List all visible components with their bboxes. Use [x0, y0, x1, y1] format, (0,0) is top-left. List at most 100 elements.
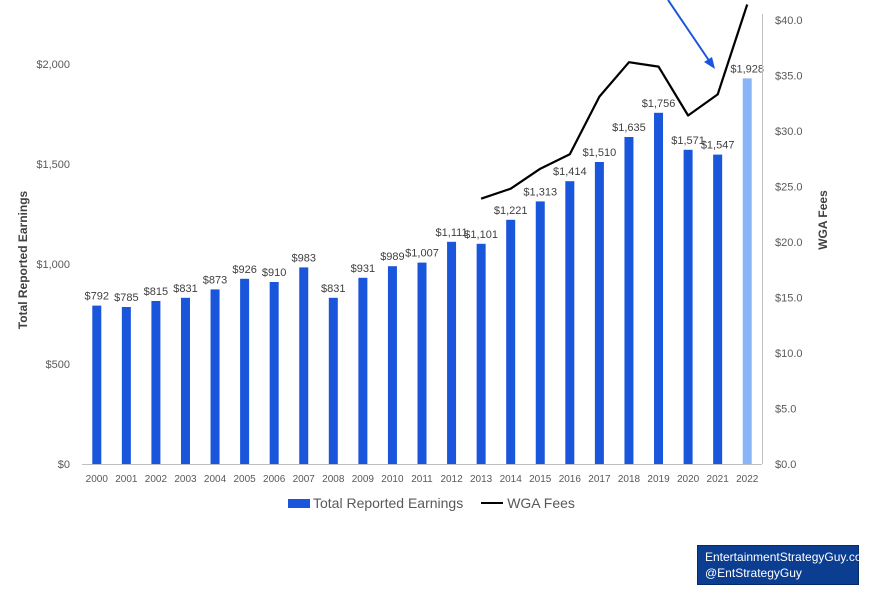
bar-value-label: $1,221 [494, 205, 528, 217]
bar-2007 [299, 267, 309, 464]
x-tick-label: 2021 [707, 474, 730, 485]
x-tick-label: 2002 [145, 474, 168, 485]
bar-2011 [417, 262, 427, 464]
legend-line-swatch [481, 502, 504, 504]
right-tick-label: $40.0 [775, 15, 803, 27]
x-tick-label: 2014 [500, 474, 523, 485]
bar-value-label: $1,635 [612, 122, 646, 134]
right-tick-label: $30.0 [775, 126, 803, 138]
bar-2018 [624, 137, 634, 464]
bar-value-label: $831 [173, 283, 197, 295]
credit-website: EntertainmentStrategyGuy.com [705, 550, 872, 564]
bar-2005 [240, 278, 250, 464]
legend-earnings-label: Total Reported Earnings [313, 495, 464, 511]
bar-2010 [387, 266, 397, 464]
right-axis-ticks: $0.0 $5.0 $10.0 $15.0 $20.0 $25.0 $30.0 $35.0 $4… [775, 15, 803, 471]
x-tick-label: 2004 [204, 474, 227, 485]
bar-labels: $792 $785 $815 $831 $873 $926 $910 $983 $831 $931… [85, 63, 765, 304]
bar-value-label: $785 [114, 292, 138, 304]
bar-value-label: $792 [85, 291, 109, 303]
bar-2003 [180, 297, 190, 464]
legend-bar-swatch [288, 498, 310, 508]
bar-2016 [565, 181, 575, 464]
bar-2019 [654, 112, 664, 465]
x-tick-label: 2016 [559, 474, 582, 485]
legend-item-fees: WGA Fees [481, 495, 575, 511]
x-tick-label: 2012 [440, 474, 463, 485]
x-tick-label: 2015 [529, 474, 552, 485]
x-tick-label: 2007 [293, 474, 316, 485]
bar-value-label: $1,313 [523, 186, 557, 198]
bar-2015 [535, 201, 545, 464]
bar-value-label: $1,928 [730, 63, 764, 75]
right-tick-label: $5.0 [775, 404, 796, 416]
x-axis-ticks: 2000 2001 2002 2003 2004 2005 2006 2007 2008 2009… [86, 474, 759, 485]
bar-2014 [506, 219, 516, 464]
right-tick-label: $0.0 [775, 459, 796, 471]
bar-value-label: $1,414 [553, 166, 587, 178]
bar-2006 [269, 282, 279, 464]
right-tick-label: $20.0 [775, 237, 803, 249]
bar-value-label: $989 [380, 251, 404, 263]
bar-2009 [358, 277, 368, 464]
bar-value-label: $1,510 [583, 147, 617, 159]
left-tick-label: $2,000 [36, 59, 70, 71]
legend: Total Reported Earnings WGA Fees [288, 495, 593, 511]
right-tick-label: $15.0 [775, 293, 803, 305]
bar-value-label: $926 [232, 264, 256, 276]
x-tick-label: 2006 [263, 474, 286, 485]
bar-2022 [742, 78, 752, 465]
legend-fees-label: WGA Fees [507, 495, 575, 511]
x-tick-label: 2017 [588, 474, 611, 485]
credit-handle: @EntStrategyGuy [705, 566, 802, 580]
bar-2000 [92, 305, 102, 464]
x-tick-label: 2001 [115, 474, 138, 485]
bar-2021 [713, 154, 723, 464]
left-tick-label: $0 [58, 459, 70, 471]
bar-value-label: $1,547 [701, 140, 735, 152]
left-axis-ticks: $0 $500 $1,000 $1,500 $2,000 [36, 59, 70, 471]
left-tick-label: $1,000 [36, 259, 70, 271]
bar-2020 [683, 149, 693, 465]
right-axis-title: WGA Fees [816, 190, 830, 250]
x-tick-label: 2013 [470, 474, 493, 485]
bar-value-label: $1,571 [671, 135, 705, 147]
bar-value-label: $1,007 [405, 248, 439, 260]
left-tick-label: $1,500 [36, 159, 70, 171]
x-tick-label: 2011 [411, 474, 433, 485]
credit-box: EntertainmentStrategyGuy.com @EntStrateg… [697, 545, 872, 585]
x-tick-label: 2019 [647, 474, 670, 485]
x-tick-label: 2022 [736, 474, 759, 485]
x-tick-label: 2010 [381, 474, 404, 485]
bar-value-label: $910 [262, 267, 286, 279]
right-tick-label: $35.0 [775, 71, 803, 83]
bar-value-label: $1,756 [642, 98, 676, 110]
x-tick-label: 2005 [233, 474, 256, 485]
left-axis-title: Total Reported Earnings [16, 190, 30, 329]
bar-value-label: $1,101 [464, 229, 498, 241]
bar-value-label: $931 [351, 263, 375, 275]
bars [92, 78, 752, 465]
x-tick-label: 2003 [174, 474, 197, 485]
x-tick-label: 2009 [352, 474, 375, 485]
bar-2017 [594, 162, 604, 464]
left-tick-label: $500 [46, 359, 70, 371]
x-tick-label: 2020 [677, 474, 700, 485]
bar-2002 [151, 301, 161, 464]
bar-value-label: $815 [144, 286, 168, 298]
annotation-arrow [667, 0, 715, 69]
x-tick-label: 2018 [618, 474, 641, 485]
bar-value-label: $983 [291, 252, 315, 264]
bar-value-label: $873 [203, 274, 227, 286]
x-tick-label: 2008 [322, 474, 345, 485]
legend-item-earnings: Total Reported Earnings [288, 495, 463, 511]
bar-2013 [476, 243, 486, 464]
bar-2001 [121, 307, 131, 464]
right-tick-label: $25.0 [775, 182, 803, 194]
bar-value-label: $831 [321, 283, 345, 295]
bar-2004 [210, 289, 220, 464]
x-tick-label: 2000 [86, 474, 109, 485]
bar-2012 [447, 241, 457, 464]
bar-2008 [328, 297, 338, 464]
